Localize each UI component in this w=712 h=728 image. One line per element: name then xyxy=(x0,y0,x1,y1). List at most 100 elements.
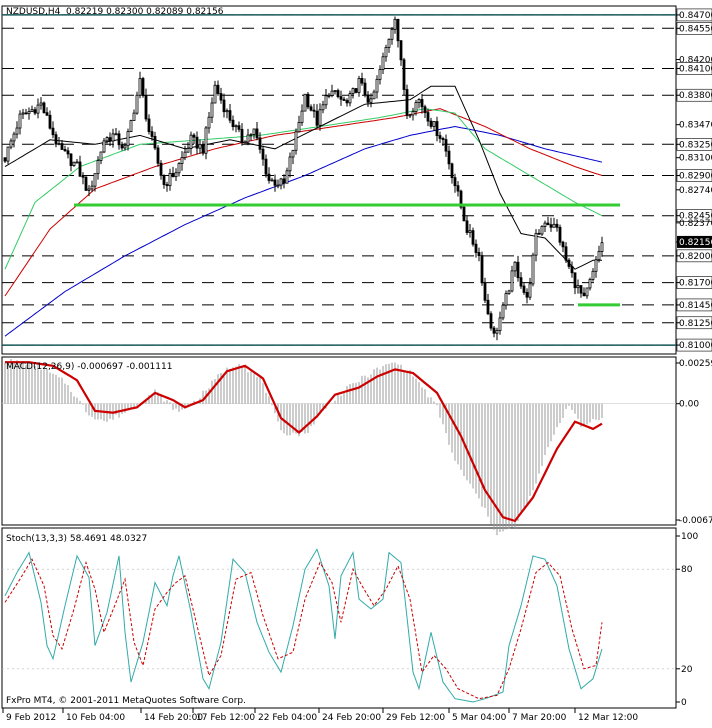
candle-body xyxy=(318,109,322,126)
candle-body xyxy=(78,161,82,177)
candle-body xyxy=(423,106,427,113)
candle-body xyxy=(417,99,421,103)
candle-body xyxy=(588,279,592,289)
candle-body xyxy=(546,222,550,226)
candle-body xyxy=(369,98,373,103)
stoch-tick-label: 100 xyxy=(681,532,698,542)
candle-body xyxy=(255,128,259,139)
time-axis-label: 5 Mar 04:00 xyxy=(452,713,507,723)
candle-body xyxy=(273,179,277,186)
candle-body xyxy=(12,133,16,142)
candle-body xyxy=(528,283,532,298)
candle-body xyxy=(582,292,586,297)
candle-body xyxy=(402,59,406,90)
candle-body xyxy=(234,125,238,128)
candle-body xyxy=(168,172,172,187)
candle-body xyxy=(555,223,559,228)
candle-body xyxy=(63,149,67,152)
time-axis-label: 22 Feb 04:00 xyxy=(258,713,317,723)
candle-body xyxy=(51,127,55,136)
candle-body xyxy=(534,232,538,256)
candle-body xyxy=(471,230,475,245)
candle-body xyxy=(303,93,307,112)
macd-panel xyxy=(1,356,677,526)
candle-body xyxy=(492,327,496,334)
candle-body xyxy=(150,131,154,137)
candle-body xyxy=(210,102,214,118)
stoch-title: Stoch(13,3,3) 58.4691 48.0327 xyxy=(6,534,147,544)
stoch-tick-label: 20 xyxy=(681,665,693,675)
candle-body xyxy=(84,176,88,191)
candle-body xyxy=(261,148,265,160)
candle-body xyxy=(207,116,211,129)
candle-body xyxy=(24,112,28,115)
macd-tick-label: -0.00673 xyxy=(679,516,712,526)
candle-body xyxy=(117,133,121,146)
candle-body xyxy=(327,95,331,97)
candle-body xyxy=(507,290,511,295)
time-axis-label: 9 Feb 2012 xyxy=(6,713,56,723)
candle-body xyxy=(465,220,469,233)
candle-body xyxy=(99,151,103,161)
stoch-tick-label: 0 xyxy=(681,698,687,708)
candle-body xyxy=(267,173,271,181)
ma-red-line xyxy=(4,108,603,297)
candle-body xyxy=(27,111,31,115)
candle-body xyxy=(549,224,553,228)
candle-body xyxy=(561,241,565,248)
candle-body xyxy=(165,184,169,187)
candle-body xyxy=(432,121,436,127)
candle-body xyxy=(60,143,64,150)
time-axis-label: 17 Feb 12:00 xyxy=(196,713,255,723)
candle-body xyxy=(564,246,568,261)
candle-body xyxy=(540,225,544,235)
candle-body xyxy=(483,282,487,301)
chart-title: NZDUSD,H4 xyxy=(6,7,61,17)
candle-body xyxy=(102,140,106,153)
candle-body xyxy=(342,98,346,101)
candle-body xyxy=(498,317,502,331)
candle-body xyxy=(306,93,310,108)
ma-green-line xyxy=(4,108,603,270)
candle-body xyxy=(279,178,283,186)
candle-body xyxy=(21,112,25,115)
candle-body xyxy=(156,147,160,164)
candle-body xyxy=(384,46,388,58)
price-layer xyxy=(2,14,676,346)
candle-body xyxy=(495,330,499,334)
candle-body xyxy=(186,148,190,153)
copyright-label: FxPro MT4, © 2001-2011 MetaQuotes Softwa… xyxy=(6,696,246,706)
current-price-box xyxy=(677,235,712,248)
candle-body xyxy=(252,128,256,135)
candle-body xyxy=(219,93,223,101)
candle-body xyxy=(222,99,226,113)
candle-body xyxy=(330,90,334,96)
price-tick-label: 0.82156 xyxy=(679,238,712,248)
candle-body xyxy=(414,102,418,112)
candle-body xyxy=(480,255,484,284)
candle-body xyxy=(504,293,508,306)
candle-body xyxy=(444,139,448,152)
candle-body xyxy=(147,118,151,133)
candle-body xyxy=(69,153,73,166)
candle-body xyxy=(525,292,529,298)
candle-body xyxy=(591,270,595,280)
candle-body xyxy=(57,143,61,145)
candle-body xyxy=(459,190,463,208)
candle-body xyxy=(396,18,400,42)
stoch-main-line xyxy=(4,548,603,703)
candle-body xyxy=(438,135,442,139)
candle-body xyxy=(516,261,520,279)
candle-body xyxy=(3,157,7,162)
candle-body xyxy=(333,90,337,92)
candle-body xyxy=(15,127,19,135)
candle-body xyxy=(372,91,376,100)
ma-blue-line xyxy=(4,125,603,337)
